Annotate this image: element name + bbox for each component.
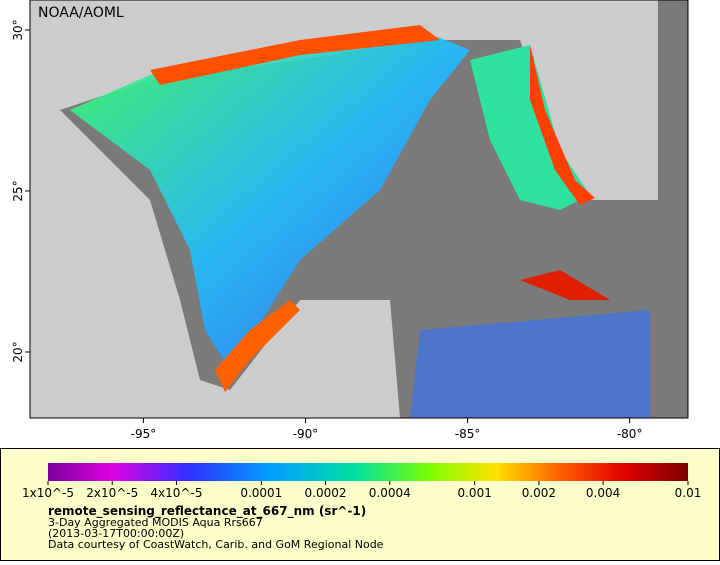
map-credit: NOAA/AOML [38, 5, 124, 21]
legend-time: (2013-03-17T00:00:00Z) [48, 527, 184, 540]
colorbar-tick-label: 4x10^-5 [150, 486, 202, 500]
legend-source: Data courtesy of CoastWatch, Carib. and … [48, 538, 384, 551]
colorbar [48, 463, 688, 481]
x-tick-label: -85° [455, 427, 481, 441]
colorbar-tick-label: 0.0002 [305, 486, 347, 500]
ocean [658, 0, 688, 418]
y-tick-label: 30° [11, 19, 25, 40]
reflectance-field [70, 30, 470, 370]
coastal-high [215, 300, 300, 392]
coastal-high [520, 270, 610, 300]
legend-variable: remote_sensing_reflectance_at_667_nm (sr… [48, 504, 366, 519]
colorbar-tick-label: 0.0004 [369, 486, 411, 500]
colorbar-tick-label: 0.004 [586, 486, 620, 500]
x-tick-label: -95° [131, 427, 157, 441]
axes: -95° -90° -85° -80° 30° 25° 20° [11, 19, 642, 441]
colorbar-tick-label: 0.0001 [240, 486, 282, 500]
y-tick-label: 20° [11, 341, 25, 362]
x-tick-label: -90° [293, 427, 319, 441]
colorbar-tick-label: 0.01 [675, 486, 702, 500]
map-image: NOAA/AOML [30, 0, 688, 418]
x-tick-label: -80° [617, 427, 643, 441]
coastal-high [530, 45, 595, 205]
legend-description: 3-Day Aggregated MODIS Aqua Rrs667 [48, 516, 263, 529]
colorbar-tick-label: 0.002 [522, 486, 556, 500]
map-frame [29, 0, 689, 419]
colorbar-ticks: 1x10^-5 2x10^-5 4x10^-5 0.0001 0.0002 0.0004 0… [22, 481, 701, 500]
colorbar-tick-label: 0.001 [457, 486, 491, 500]
coastal-high [150, 25, 440, 85]
colorbar-tick-label: 2x10^-5 [86, 486, 138, 500]
reflectance-field [410, 310, 650, 418]
colorbar-tick-label: 1x10^-5 [22, 486, 74, 500]
y-tick-label: 25° [11, 180, 25, 201]
